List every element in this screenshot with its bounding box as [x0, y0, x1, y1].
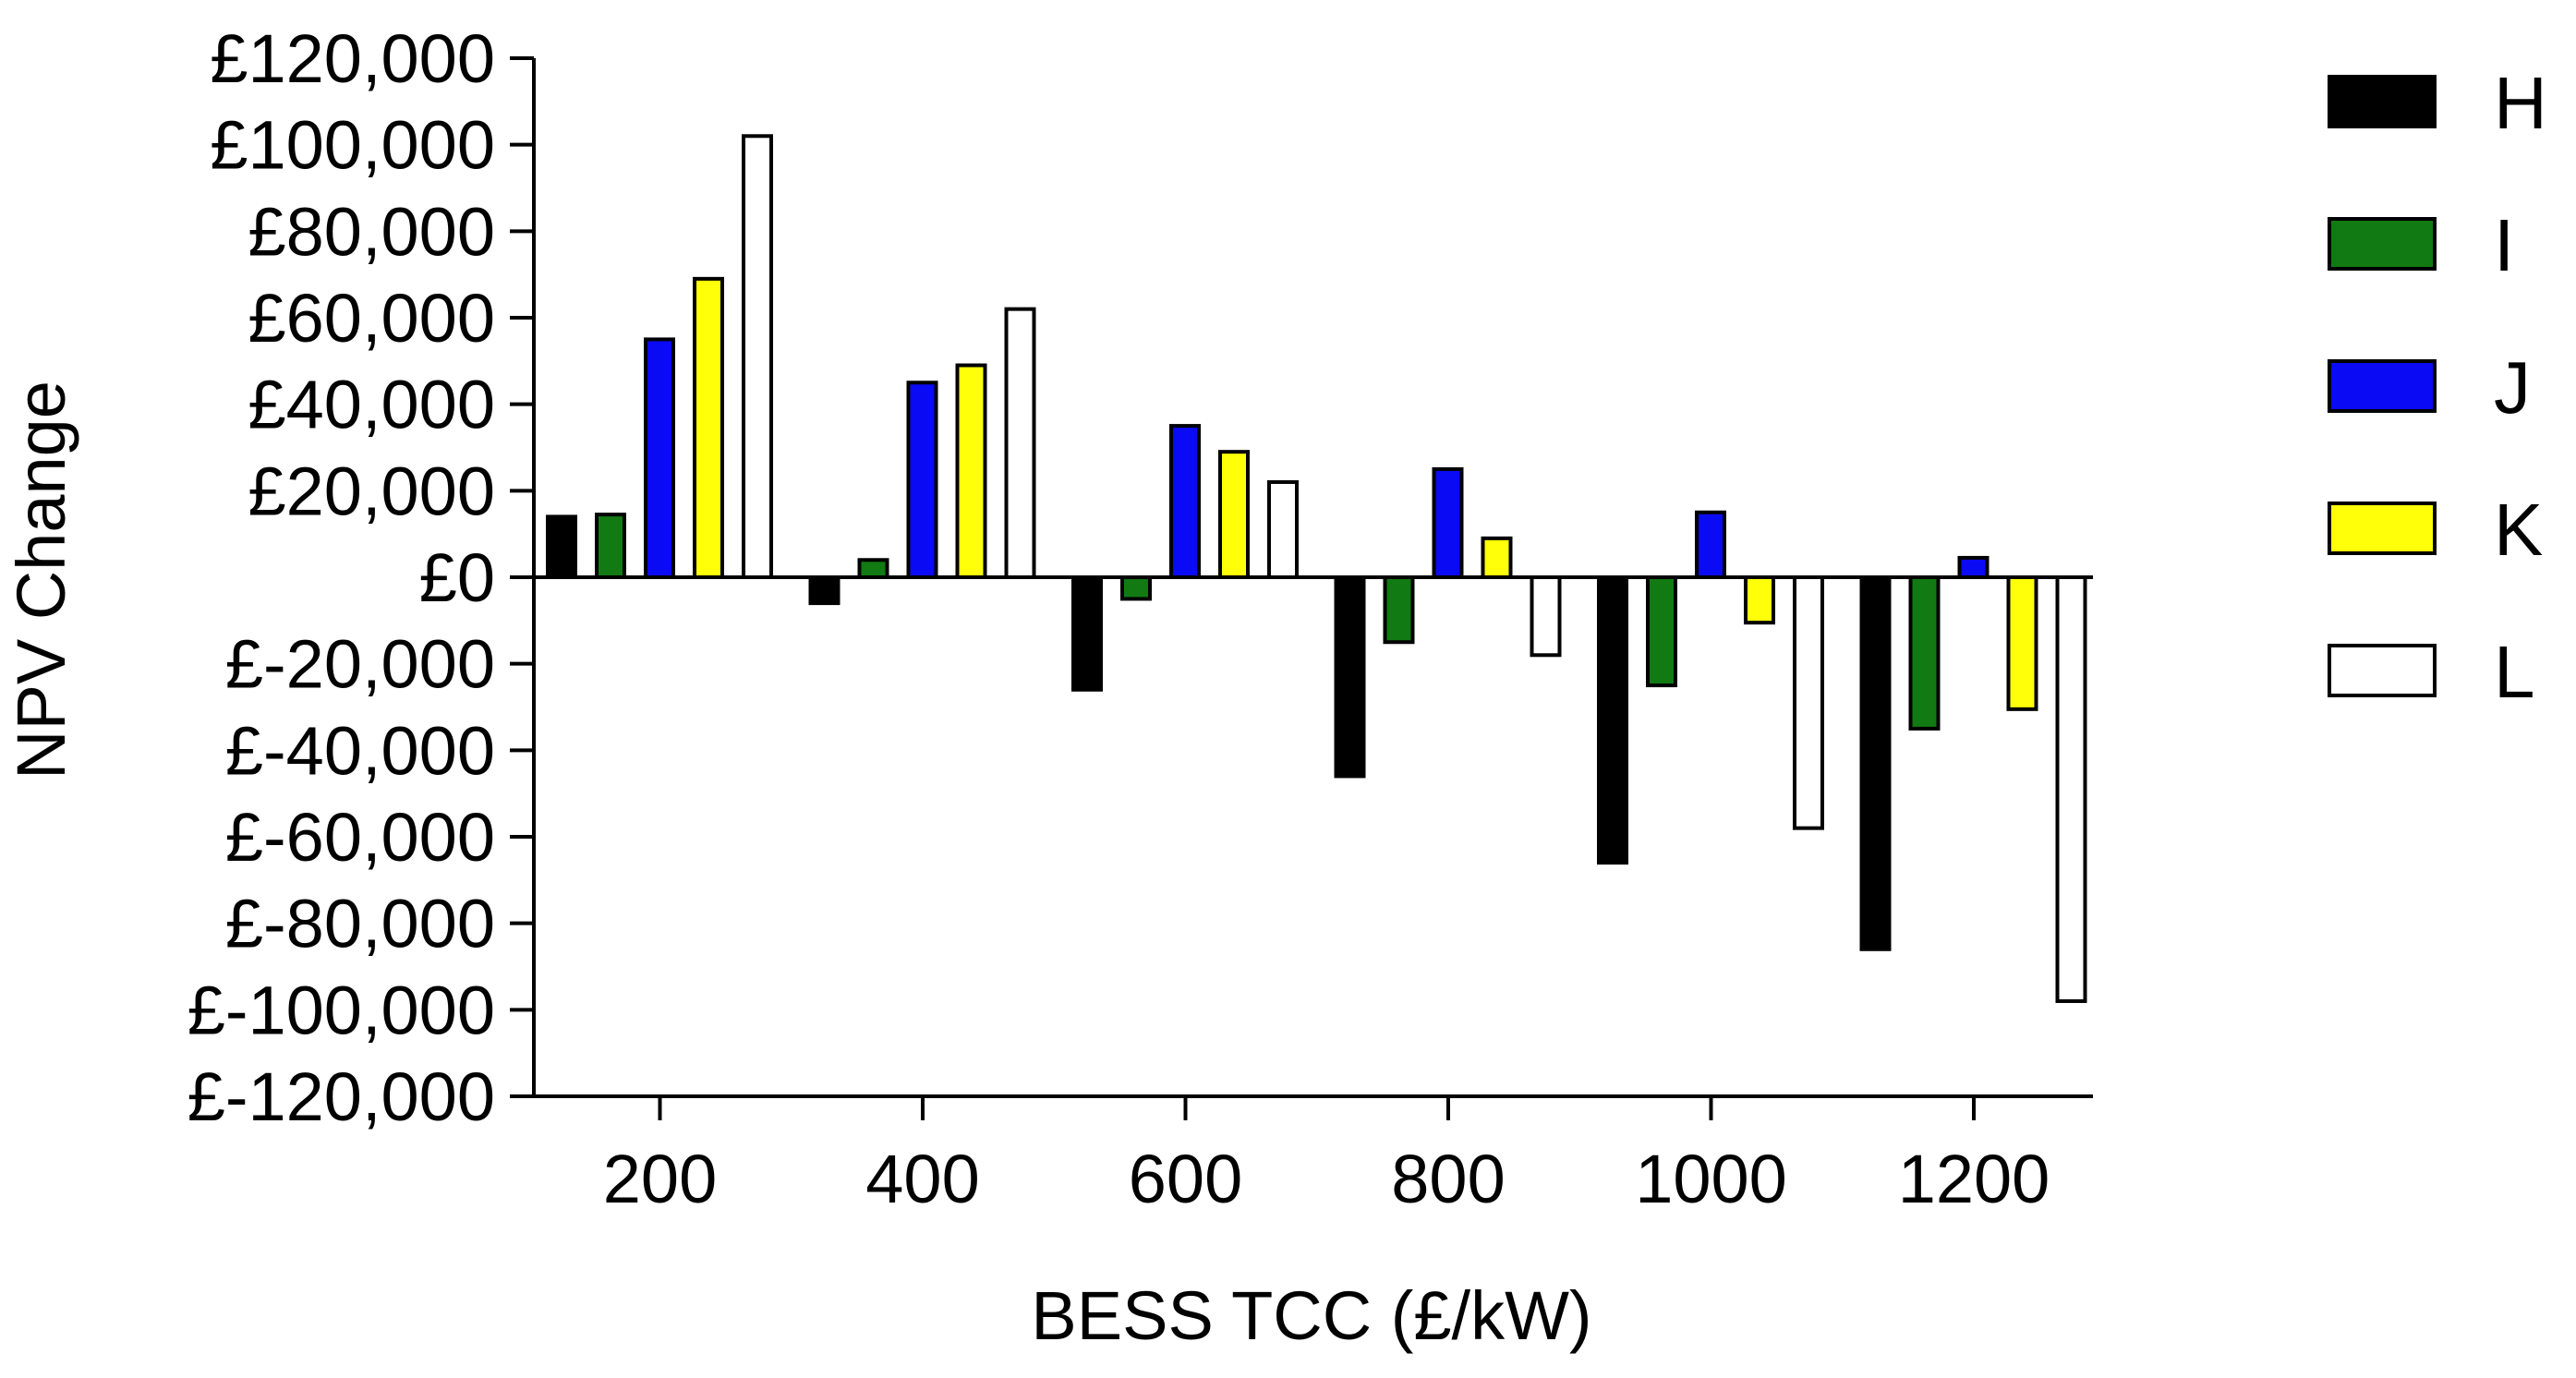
bar-h-200: [546, 514, 577, 580]
y-tick-label: £-120,000: [187, 1058, 495, 1135]
bar-l-200: [742, 134, 773, 580]
y-tick-label: £80,000: [248, 193, 496, 270]
y-axis-title: NPV Change: [3, 381, 79, 780]
bar-h-1200: [1859, 575, 1892, 951]
legend-label: I: [2494, 204, 2514, 286]
legend-label: L: [2494, 631, 2535, 713]
bar-l-1200: [2055, 575, 2087, 1003]
bar-k-200: [693, 276, 724, 579]
legend-label: K: [2494, 489, 2543, 571]
legend-item-j: J: [2328, 346, 2531, 429]
bar-h-400: [808, 575, 841, 606]
bar-l-400: [1004, 307, 1036, 579]
y-tick-label: £-80,000: [225, 886, 495, 962]
bar-j-1200: [1957, 555, 1989, 579]
bar-h-600: [1071, 575, 1103, 692]
legend-item-l: L: [2328, 631, 2535, 713]
legend-label: H: [2494, 62, 2547, 144]
bar-i-1000: [1646, 575, 1677, 688]
x-tick-label: 200: [603, 1141, 717, 1217]
legend-item-i: I: [2328, 204, 2514, 286]
bar-j-200: [644, 337, 675, 579]
y-tick-label: £-40,000: [225, 712, 495, 789]
y-tick-label: £-100,000: [187, 972, 495, 1048]
x-tick-label: 600: [1129, 1141, 1242, 1217]
legend-swatch: [2328, 217, 2437, 271]
bar-h-1000: [1597, 575, 1628, 865]
y-tick-label: £60,000: [248, 280, 496, 357]
bar-j-1000: [1695, 510, 1726, 579]
bar-i-200: [595, 513, 626, 580]
legend-label: J: [2494, 346, 2531, 429]
legend-swatch: [2328, 75, 2437, 128]
x-tick-label: 800: [1391, 1141, 1505, 1217]
bar-j-400: [906, 381, 938, 579]
bar-j-600: [1169, 424, 1201, 580]
bar-k-400: [955, 363, 987, 579]
legend-swatch: [2328, 359, 2437, 413]
y-tick-label: £40,000: [248, 367, 496, 443]
bar-k-1200: [2006, 575, 2038, 711]
axes-layer: [510, 56, 2093, 1120]
bar-k-1000: [1744, 575, 1775, 625]
bar-l-600: [1267, 479, 1299, 580]
bar-k-800: [1481, 536, 1513, 579]
y-tick-label: £20,000: [248, 453, 496, 529]
y-tick-label: £0: [419, 539, 495, 616]
x-tick-label: 400: [865, 1141, 979, 1217]
y-tick-label: £-60,000: [225, 799, 495, 876]
bar-i-1200: [1908, 575, 1941, 731]
bar-k-600: [1218, 450, 1250, 579]
legend-swatch: [2328, 502, 2437, 555]
y-tick-label: £120,000: [210, 20, 495, 97]
bar-i-400: [857, 558, 889, 579]
bar-l-1000: [1793, 575, 1824, 830]
x-tick-label: 1200: [1898, 1141, 2050, 1217]
legend-swatch: [2328, 644, 2437, 697]
bar-j-800: [1432, 466, 1464, 579]
bars-layer: [546, 134, 2087, 1003]
legend-item-k: K: [2328, 489, 2543, 571]
bar-h-800: [1334, 575, 1366, 779]
bar-i-800: [1383, 575, 1415, 645]
bar-l-800: [1530, 575, 1562, 658]
x-axis-title: BESS TCC (£/kW): [1031, 1277, 1591, 1354]
x-tick-label: 1000: [1635, 1141, 1787, 1217]
labels-layer: BESS TCC (£/kW) NPV Change £120,000 £100,…: [3, 20, 2050, 1354]
legend-item-h: H: [2328, 62, 2547, 144]
y-tick-label: £-20,000: [225, 626, 495, 703]
y-tick-label: £100,000: [210, 107, 495, 184]
bar-i-600: [1120, 575, 1152, 601]
